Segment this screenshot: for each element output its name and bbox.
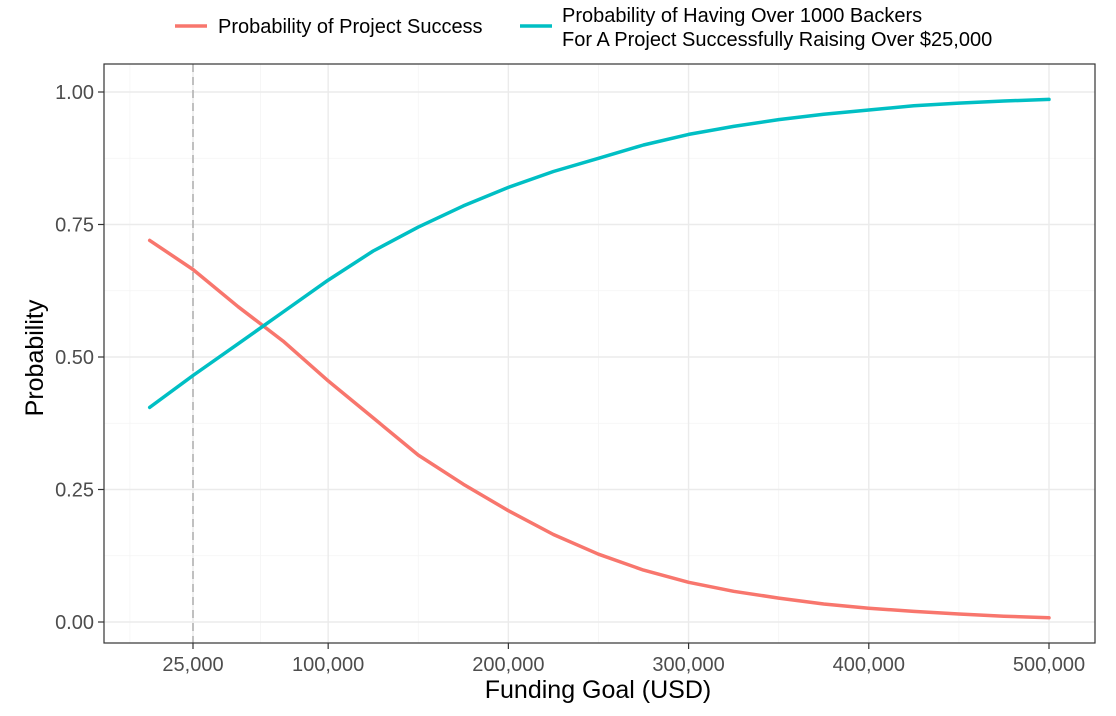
x-tick-label: 400,000 [833,654,905,676]
series-lines [147,97,1051,620]
x-tick-label: 100,000 [292,654,364,676]
x-tick-label: 300,000 [652,654,724,676]
x-axis-title: Funding Goal (USD) [485,676,711,704]
tick-labels: 0.00 0.25 0.50 0.75 1.00 25,000 100,000 200,000… [55,82,1085,676]
legend-label-line: Probability of Having Over 1000 Backers [562,5,922,27]
series-line-project-success [147,238,1051,620]
plot-panel-border [103,63,1096,644]
y-tick-label: 0.00 [55,612,94,634]
legend-label-line: For A Project Successfully Raising Over … [562,29,992,51]
series-line-over-1000-backers [147,97,1051,410]
y-tick-label: 0.25 [55,480,94,502]
x-tick-label: 200,000 [472,654,544,676]
legend-label-project-success: Probability of Project Success [218,16,483,38]
y-axis-title: Probability [21,299,49,416]
legend: Probability of Project Success Probabili… [175,5,992,51]
y-tick-label: 0.50 [55,347,94,369]
legend-label-over-1000-backers: Probability of Having Over 1000 Backers F… [562,5,992,51]
x-tick-label: 25,000 [162,654,223,676]
x-tick-label: 500,000 [1013,654,1085,676]
y-tick-label: 0.75 [55,215,94,237]
axes [98,63,1096,649]
y-tick-label: 1.00 [55,82,94,104]
